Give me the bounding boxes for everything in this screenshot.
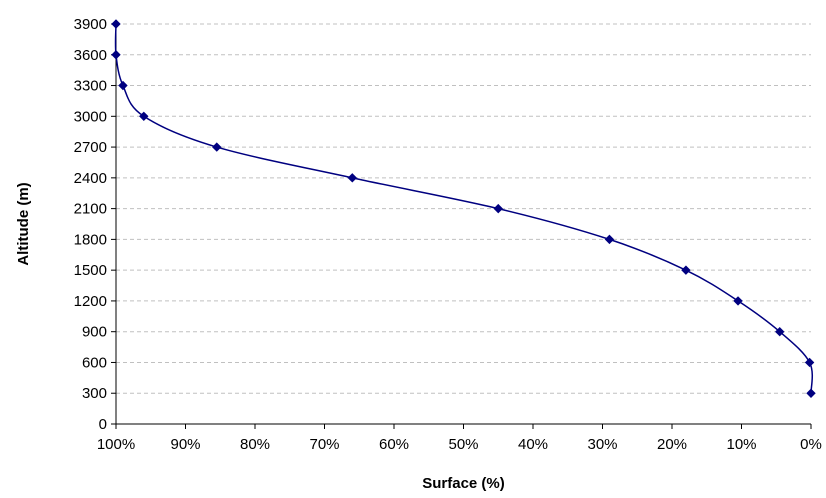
data-point-marker <box>804 357 815 368</box>
data-point-marker <box>347 173 358 183</box>
data-point-marker <box>212 142 222 152</box>
y-tick-label: 1800 <box>74 231 107 248</box>
data-point-marker <box>111 19 121 29</box>
x-tick-label: 50% <box>448 436 478 453</box>
y-tick-label: 3900 <box>74 16 107 33</box>
tick-labels: 0 300 600 900 1200 1500 1800 2100 2400 2700 3000 33… <box>74 16 822 453</box>
gridlines <box>116 23 811 394</box>
y-tick-label: 1200 <box>74 293 107 310</box>
data-point-marker <box>806 388 816 398</box>
data-point-marker <box>681 265 691 275</box>
y-axis-title: Altitude (m) <box>15 182 32 265</box>
x-tick-label: 60% <box>379 436 409 453</box>
x-tick-label: 90% <box>170 436 200 453</box>
x-tick-label: 30% <box>587 436 617 453</box>
x-tick-label: 100% <box>97 436 135 453</box>
y-tick-label: 1500 <box>74 262 107 279</box>
data-point-marker <box>111 50 121 60</box>
y-tick-label: 0 <box>99 416 107 433</box>
data-point-marker <box>604 234 615 245</box>
data-series <box>111 19 816 398</box>
y-tick-label: 2700 <box>74 139 107 156</box>
data-point-marker <box>733 296 743 306</box>
data-point-marker <box>493 203 503 214</box>
y-tick-label: 3600 <box>74 47 107 64</box>
data-point-marker <box>118 80 128 91</box>
x-tick-label: 20% <box>657 436 687 453</box>
x-tick-label: 70% <box>309 436 339 453</box>
x-tick-label: 40% <box>518 436 548 453</box>
x-tick-label: 10% <box>726 436 756 453</box>
y-tick-label: 3000 <box>74 108 107 125</box>
axes <box>111 23 812 429</box>
y-tick-label: 2100 <box>74 201 107 218</box>
y-tick-label: 3300 <box>74 78 107 95</box>
x-tick-label: 80% <box>240 436 270 453</box>
x-tick-label: 0% <box>800 436 822 453</box>
x-axis-title: Surface (%) <box>422 475 505 492</box>
series-line <box>114 23 814 394</box>
data-point-marker <box>139 111 149 122</box>
y-tick-label: 2400 <box>74 170 107 187</box>
data-point-marker <box>775 326 785 337</box>
y-tick-label: 300 <box>82 385 107 402</box>
y-tick-label: 600 <box>82 354 107 371</box>
y-tick-label: 900 <box>82 324 107 341</box>
